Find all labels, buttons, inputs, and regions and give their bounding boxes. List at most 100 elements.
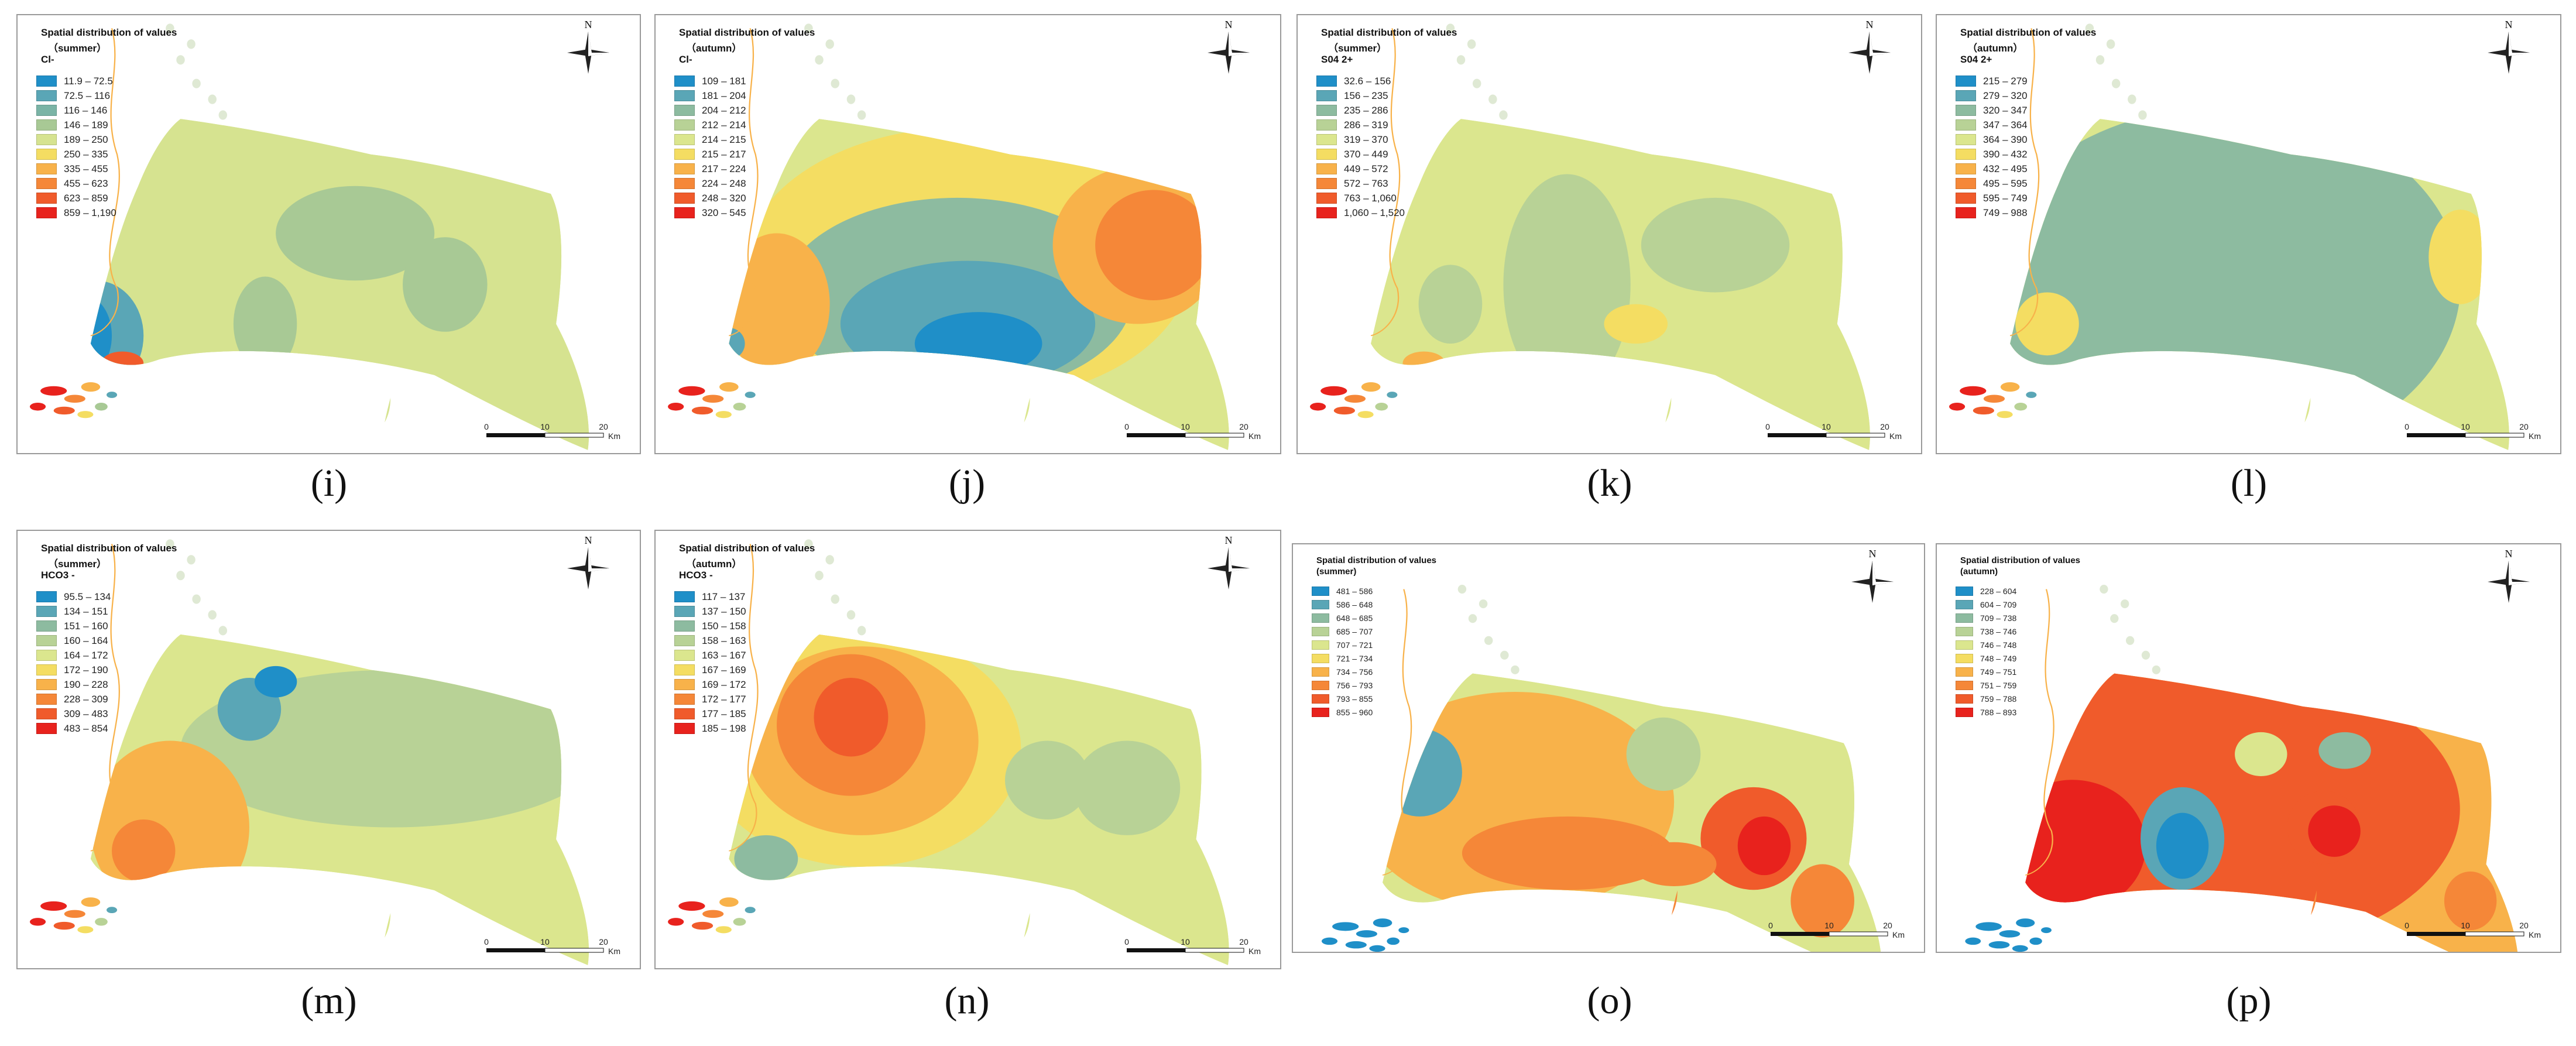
legend-label: 623 – 859 [64,192,108,204]
north-arrow-icon: N [1851,549,1894,603]
legend-item: 137 – 150 [674,604,746,619]
scale-tick-label: 10 [1824,921,1834,930]
legend-item: 749 – 988 [1956,205,2028,220]
islet-shape [831,594,840,604]
islet-shape [815,571,824,581]
legend-item: 648 – 685 [1312,611,1373,625]
islet-shape [815,55,824,65]
feature-shape [1671,890,1678,915]
legend-swatch [1956,207,1976,218]
legend-item: 335 – 455 [36,162,116,176]
legend-swatch [674,134,695,145]
scale-tick-label: 10 [1822,422,1831,431]
legend-item: 134 – 151 [36,604,111,619]
legend-item: 214 – 215 [674,132,746,147]
contour-zone [1641,197,1790,293]
contour-zone [90,740,249,914]
legend-label: 172 – 177 [702,693,746,705]
legend-item: 228 – 604 [1956,584,2016,598]
legend-swatch [1312,653,1329,663]
islet-shape [1511,665,1519,674]
legend-swatch [674,90,695,101]
island-shape [53,921,75,930]
legend-swatch [36,635,57,646]
legend-label: 212 – 214 [702,119,746,131]
scale-tick-label: 20 [1880,422,1889,431]
legend-season: （summer） [48,558,107,570]
scale-tick-label: 20 [599,422,608,431]
legend-label: 185 – 198 [702,722,746,734]
islet-shape [1479,599,1488,609]
legend-season: （summer） [48,43,107,54]
legend-list: 481 – 586 586 – 648 648 – 685 685 – 707 707 … [1312,584,1373,719]
legend-item: 364 – 390 [1956,132,2028,147]
legend-item: 167 – 169 [674,663,746,677]
contour-zone [90,296,112,375]
legend-item: 11.9 – 72.5 [36,74,116,88]
legend-swatch [674,650,695,661]
legend-item: 95.5 – 134 [36,589,111,604]
legend-swatch [36,207,57,218]
legend-label: 134 – 151 [64,605,108,617]
legend-item: 164 – 172 [36,648,111,663]
legend-parameter: S04 2+ [1321,54,1353,65]
scale-tick-label: 20 [2519,921,2529,930]
legend-label: 1,060 – 1,520 [1344,207,1405,218]
contour-zone [112,819,176,883]
legend-item: 212 – 214 [674,118,746,132]
north-arrow-icon: N [567,536,609,589]
legend-label: 151 – 160 [64,620,108,632]
legend-item: 146 – 189 [36,118,116,132]
legend-swatch [1316,134,1337,145]
caption-p: (p) [2226,979,2272,1022]
contour-zone [1503,174,1631,395]
legend-item: 756 – 793 [1312,678,1373,692]
legend-item: 347 – 364 [1956,118,2028,132]
legend-item: 117 – 137 [674,589,746,604]
contour-zone [1418,265,1483,344]
legend-swatch [36,90,57,101]
legend-swatch [36,149,57,160]
north-arrow-icon: N [1208,536,1250,589]
legend-swatch [674,708,695,719]
legend-item: 286 – 319 [1316,118,1405,132]
legend-swatch [1312,599,1329,609]
legend-swatch [1312,586,1329,596]
legend-label: 215 – 279 [1983,75,2028,87]
legend-swatch [1316,105,1337,116]
legend-swatch [1316,76,1337,87]
legend-swatch [674,193,695,204]
contour-zone [1402,351,1445,375]
legend-label: 763 – 1,060 [1344,192,1397,204]
contour-zone [1790,864,1854,938]
islet-shape [2125,636,2135,645]
north-label: N [1225,20,1233,30]
legend-label: 586 – 648 [1336,599,1373,609]
legend-item: 721 – 734 [1312,651,1373,665]
scale-tick-label: 20 [1239,422,1248,431]
islet-shape [1446,23,1455,33]
islet-shape [1484,636,1493,645]
legend-label: 604 – 709 [1980,599,2017,609]
island-shape [2014,402,2028,411]
legend-list: 11.9 – 72.5 72.5 – 116 116 – 146 146 – 189 1… [36,74,116,220]
legend-swatch [1956,163,1976,174]
contour-zone [814,677,889,757]
legend-label: 347 – 364 [1983,119,2028,131]
legend-swatch [1316,163,1337,174]
islet-shape [1500,650,1509,660]
legend-item: 763 – 1,060 [1316,191,1405,205]
scale-tick-label: 0 [2405,422,2409,431]
island-shape [1369,945,1385,952]
legend-swatch [1956,149,1976,160]
legend-swatch [1956,680,1973,690]
legend-label: 156 – 235 [1344,90,1388,101]
island-shape [81,897,101,907]
legend-title: Spatial distribution of values [1321,27,1457,38]
islet-shape [218,626,228,636]
legend-swatch [1316,90,1337,101]
legend-label: 137 – 150 [702,605,746,617]
legend-season: （summer） [1328,43,1387,54]
legend-label: 215 – 217 [702,148,746,160]
